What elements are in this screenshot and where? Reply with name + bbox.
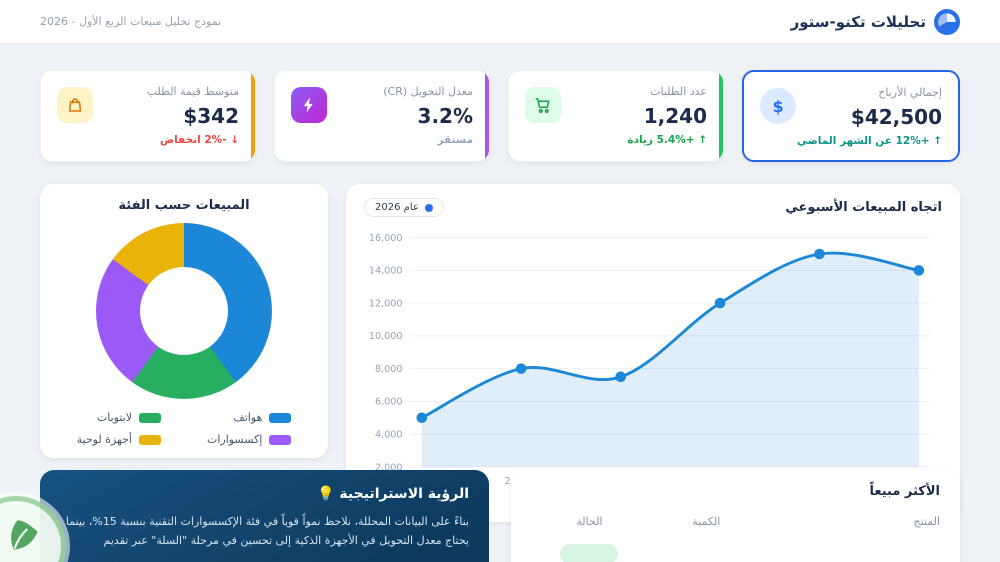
category-donut-chart bbox=[96, 223, 272, 399]
kpi-value: 1,240 bbox=[643, 104, 707, 128]
app-header: تحليلات تكنو-ستور نموذج تحليل مبيعات الر… bbox=[0, 0, 1000, 44]
legend-item: هواتف bbox=[207, 411, 292, 424]
kpi-value: 3.2% bbox=[417, 104, 473, 128]
legend-item: لابتوبات bbox=[77, 411, 161, 424]
best-sellers-table-header: المنتج الكمية الحالة bbox=[531, 515, 940, 528]
kpi-delta: ↓ -2% انخفاض bbox=[159, 134, 239, 146]
kpi-text: متوسط قيمة الطلب $342 ↓ -2% انخفاض bbox=[147, 85, 239, 147]
kpi-value: $42,500 bbox=[850, 105, 942, 129]
svg-text:2,000: 2,000 bbox=[375, 462, 403, 473]
status-badge bbox=[560, 544, 619, 562]
svg-text:10,000: 10,000 bbox=[369, 331, 403, 342]
svg-text:6,000: 6,000 bbox=[375, 397, 403, 408]
kpi-card-total-profit: إجمالي الأرباح $42,500 ↑ +12% عن الشهر ا… bbox=[742, 70, 960, 162]
donut-legend: هواتف لابتوبات إكسسوارات أجهزة لوحية bbox=[56, 411, 312, 446]
kpi-delta: ↑ +5.4% زيادة bbox=[627, 134, 707, 146]
kpi-row: إجمالي الأرباح $42,500 ↑ +12% عن الشهر ا… bbox=[40, 70, 960, 162]
column-product: المنتج bbox=[913, 515, 940, 528]
strategic-insight-card: الرؤية الاستراتيجية 💡 بناءً على البيانات… bbox=[40, 470, 489, 562]
legend-label: إكسسوارات bbox=[206, 433, 263, 446]
weekly-sales-line-chart: 2,000 4,000 6,000 8,000 10,000 12,000 14,000 16… bbox=[369, 233, 936, 487]
best-sellers-title: الأكثر مبيعاً bbox=[869, 484, 941, 499]
legend-swatch-icon bbox=[138, 412, 161, 423]
kpi-card-orders: عدد الطلبات 1,240 ↑ +5.4% زيادة bbox=[508, 70, 724, 162]
legend-item: أجهزة لوحية bbox=[77, 433, 161, 446]
kpi-text: معدل التحويل (CR) 3.2% مستقر bbox=[383, 85, 473, 147]
year-filter-pill[interactable]: عام 2026 bbox=[364, 198, 444, 217]
legend-label: أجهزة لوحية bbox=[76, 433, 132, 446]
bottom-row: الأكثر مبيعاً المنتج الكمية الحالة الرؤي… bbox=[40, 470, 960, 562]
legend-item: إكسسوارات bbox=[206, 433, 292, 446]
category-sales-title: المبيعات حسب الفئة bbox=[118, 198, 250, 213]
bolt-icon bbox=[291, 87, 327, 123]
kpi-label: معدل التحويل (CR) bbox=[383, 85, 473, 98]
best-sellers-card: الأكثر مبيعاً المنتج الكمية الحالة bbox=[511, 470, 960, 562]
kpi-delta: مستقر bbox=[437, 134, 473, 146]
series-dot-icon bbox=[424, 203, 433, 212]
cart-icon bbox=[525, 87, 561, 123]
kpi-label: عدد الطلبات bbox=[650, 85, 707, 98]
table-row bbox=[531, 544, 940, 562]
kpi-delta: ↑ +12% عن الشهر الماضي bbox=[797, 135, 942, 147]
kpi-label: متوسط قيمة الطلب bbox=[146, 85, 239, 98]
kpi-text: عدد الطلبات 1,240 ↑ +5.4% زيادة bbox=[627, 85, 707, 147]
legend-label: لابتوبات bbox=[96, 411, 132, 424]
legend-swatch-icon bbox=[269, 412, 292, 423]
header-subtitle: نموذج تحليل مبيعات الربع الأول - 2026 bbox=[40, 15, 222, 28]
bag-icon bbox=[57, 87, 93, 123]
strategic-insight-body: بناءً على البيانات المحللة، نلاحظ نمواً … bbox=[65, 515, 469, 548]
column-status: الحالة bbox=[576, 515, 603, 528]
strategic-insight-title: الرؤية الاستراتيجية 💡 bbox=[317, 486, 469, 502]
dollar-icon: $ bbox=[760, 88, 796, 124]
charts-row: اتجاه المبيعات الأسبوعي عام 2026 2,000 4,… bbox=[40, 184, 960, 522]
svg-text:8,000: 8,000 bbox=[375, 364, 403, 375]
kpi-text: إجمالي الأرباح $42,500 ↑ +12% عن الشهر ا… bbox=[797, 86, 942, 147]
brand-name: تحليلات تكنو-ستور bbox=[790, 12, 926, 31]
pie-chart-logo-icon bbox=[934, 8, 960, 35]
weekly-sales-title: اتجاه المبيعات الأسبوعي bbox=[785, 200, 942, 215]
weekly-sales-header: اتجاه المبيعات الأسبوعي عام 2026 bbox=[364, 198, 942, 217]
year-label: عام 2026 bbox=[375, 202, 419, 213]
column-quantity: الكمية bbox=[692, 515, 721, 528]
kpi-value: $342 bbox=[183, 104, 239, 128]
legend-swatch-icon bbox=[269, 434, 292, 445]
legend-swatch-icon bbox=[138, 434, 161, 445]
svg-text:4,000: 4,000 bbox=[375, 430, 403, 441]
svg-text:12,000: 12,000 bbox=[369, 298, 403, 309]
kpi-card-conversion-rate: معدل التحويل (CR) 3.2% مستقر bbox=[274, 70, 490, 162]
brand: تحليلات تكنو-ستور bbox=[790, 8, 960, 35]
dashboard-main: إجمالي الأرباح $42,500 ↑ +12% عن الشهر ا… bbox=[0, 70, 1000, 562]
category-sales-card: المبيعات حسب الفئة هواتف لابتوبات إكسسوارا… bbox=[40, 184, 328, 458]
legend-label: هواتف bbox=[233, 411, 263, 424]
svg-text:16,000: 16,000 bbox=[369, 233, 403, 244]
kpi-label: إجمالي الأرباح bbox=[878, 86, 942, 99]
svg-text:14,000: 14,000 bbox=[369, 266, 403, 277]
kpi-card-avg-order-value: متوسط قيمة الطلب $342 ↓ -2% انخفاض bbox=[40, 70, 256, 162]
